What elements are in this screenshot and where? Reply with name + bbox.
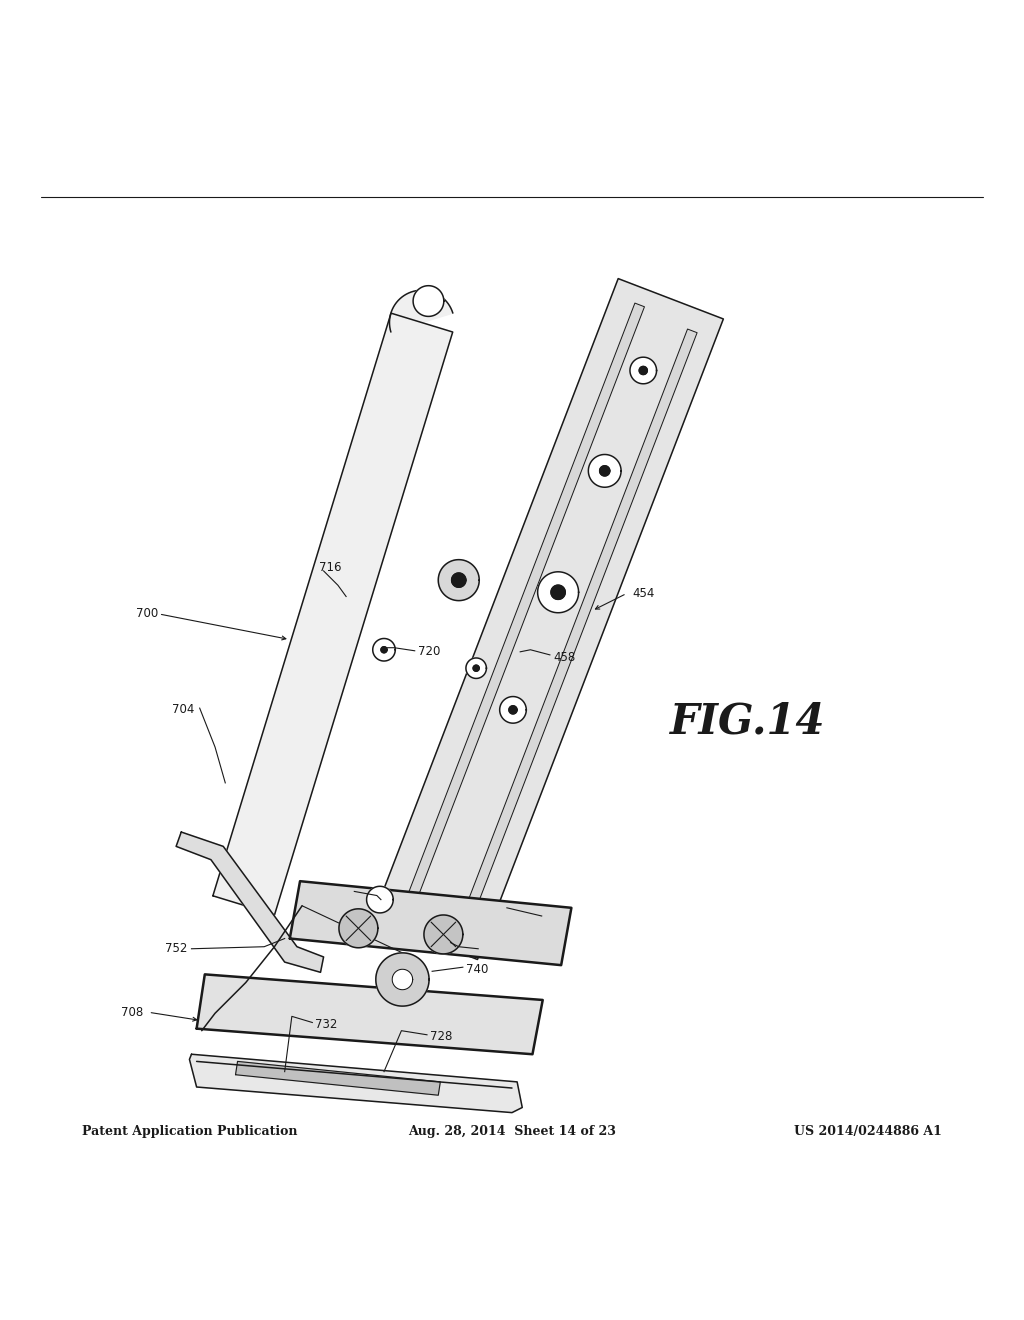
Text: 752: 752 [165,942,187,956]
Polygon shape [438,560,479,601]
Text: 700: 700 [136,607,159,620]
Polygon shape [473,665,479,672]
Text: 720: 720 [418,645,440,659]
Text: 753: 753 [356,887,379,900]
Polygon shape [509,706,517,714]
Polygon shape [413,285,443,317]
Polygon shape [389,290,453,333]
Polygon shape [551,585,565,599]
Text: 704: 704 [172,702,195,715]
Text: 454: 454 [633,587,655,599]
Text: 748: 748 [481,945,504,958]
Polygon shape [381,647,387,653]
Text: 740: 740 [466,962,488,975]
Polygon shape [236,1061,440,1096]
Polygon shape [373,639,395,661]
Text: 732: 732 [315,1018,338,1031]
Polygon shape [373,279,723,960]
Polygon shape [400,304,644,919]
Polygon shape [589,454,622,487]
Polygon shape [600,466,610,477]
Polygon shape [466,657,486,678]
Polygon shape [189,1055,522,1113]
Text: 716: 716 [319,561,342,574]
Polygon shape [538,572,579,612]
Polygon shape [290,882,571,965]
Text: 712: 712 [545,912,567,924]
Polygon shape [367,886,393,913]
Polygon shape [424,915,463,954]
Text: FIG.14: FIG.14 [670,701,825,742]
Text: 728: 728 [430,1031,453,1043]
Text: Patent Application Publication: Patent Application Publication [82,1125,297,1138]
Polygon shape [376,953,429,1006]
Polygon shape [213,313,453,915]
Text: 708: 708 [121,1006,143,1019]
Polygon shape [500,697,526,723]
Text: 458: 458 [553,652,575,664]
Polygon shape [452,573,466,587]
Polygon shape [460,329,697,925]
Polygon shape [176,832,324,973]
Polygon shape [639,367,647,375]
Text: Aug. 28, 2014  Sheet 14 of 23: Aug. 28, 2014 Sheet 14 of 23 [408,1125,616,1138]
Polygon shape [339,909,378,948]
Text: US 2014/0244886 A1: US 2014/0244886 A1 [795,1125,942,1138]
Polygon shape [392,969,413,990]
Polygon shape [630,358,656,384]
Polygon shape [197,974,543,1055]
